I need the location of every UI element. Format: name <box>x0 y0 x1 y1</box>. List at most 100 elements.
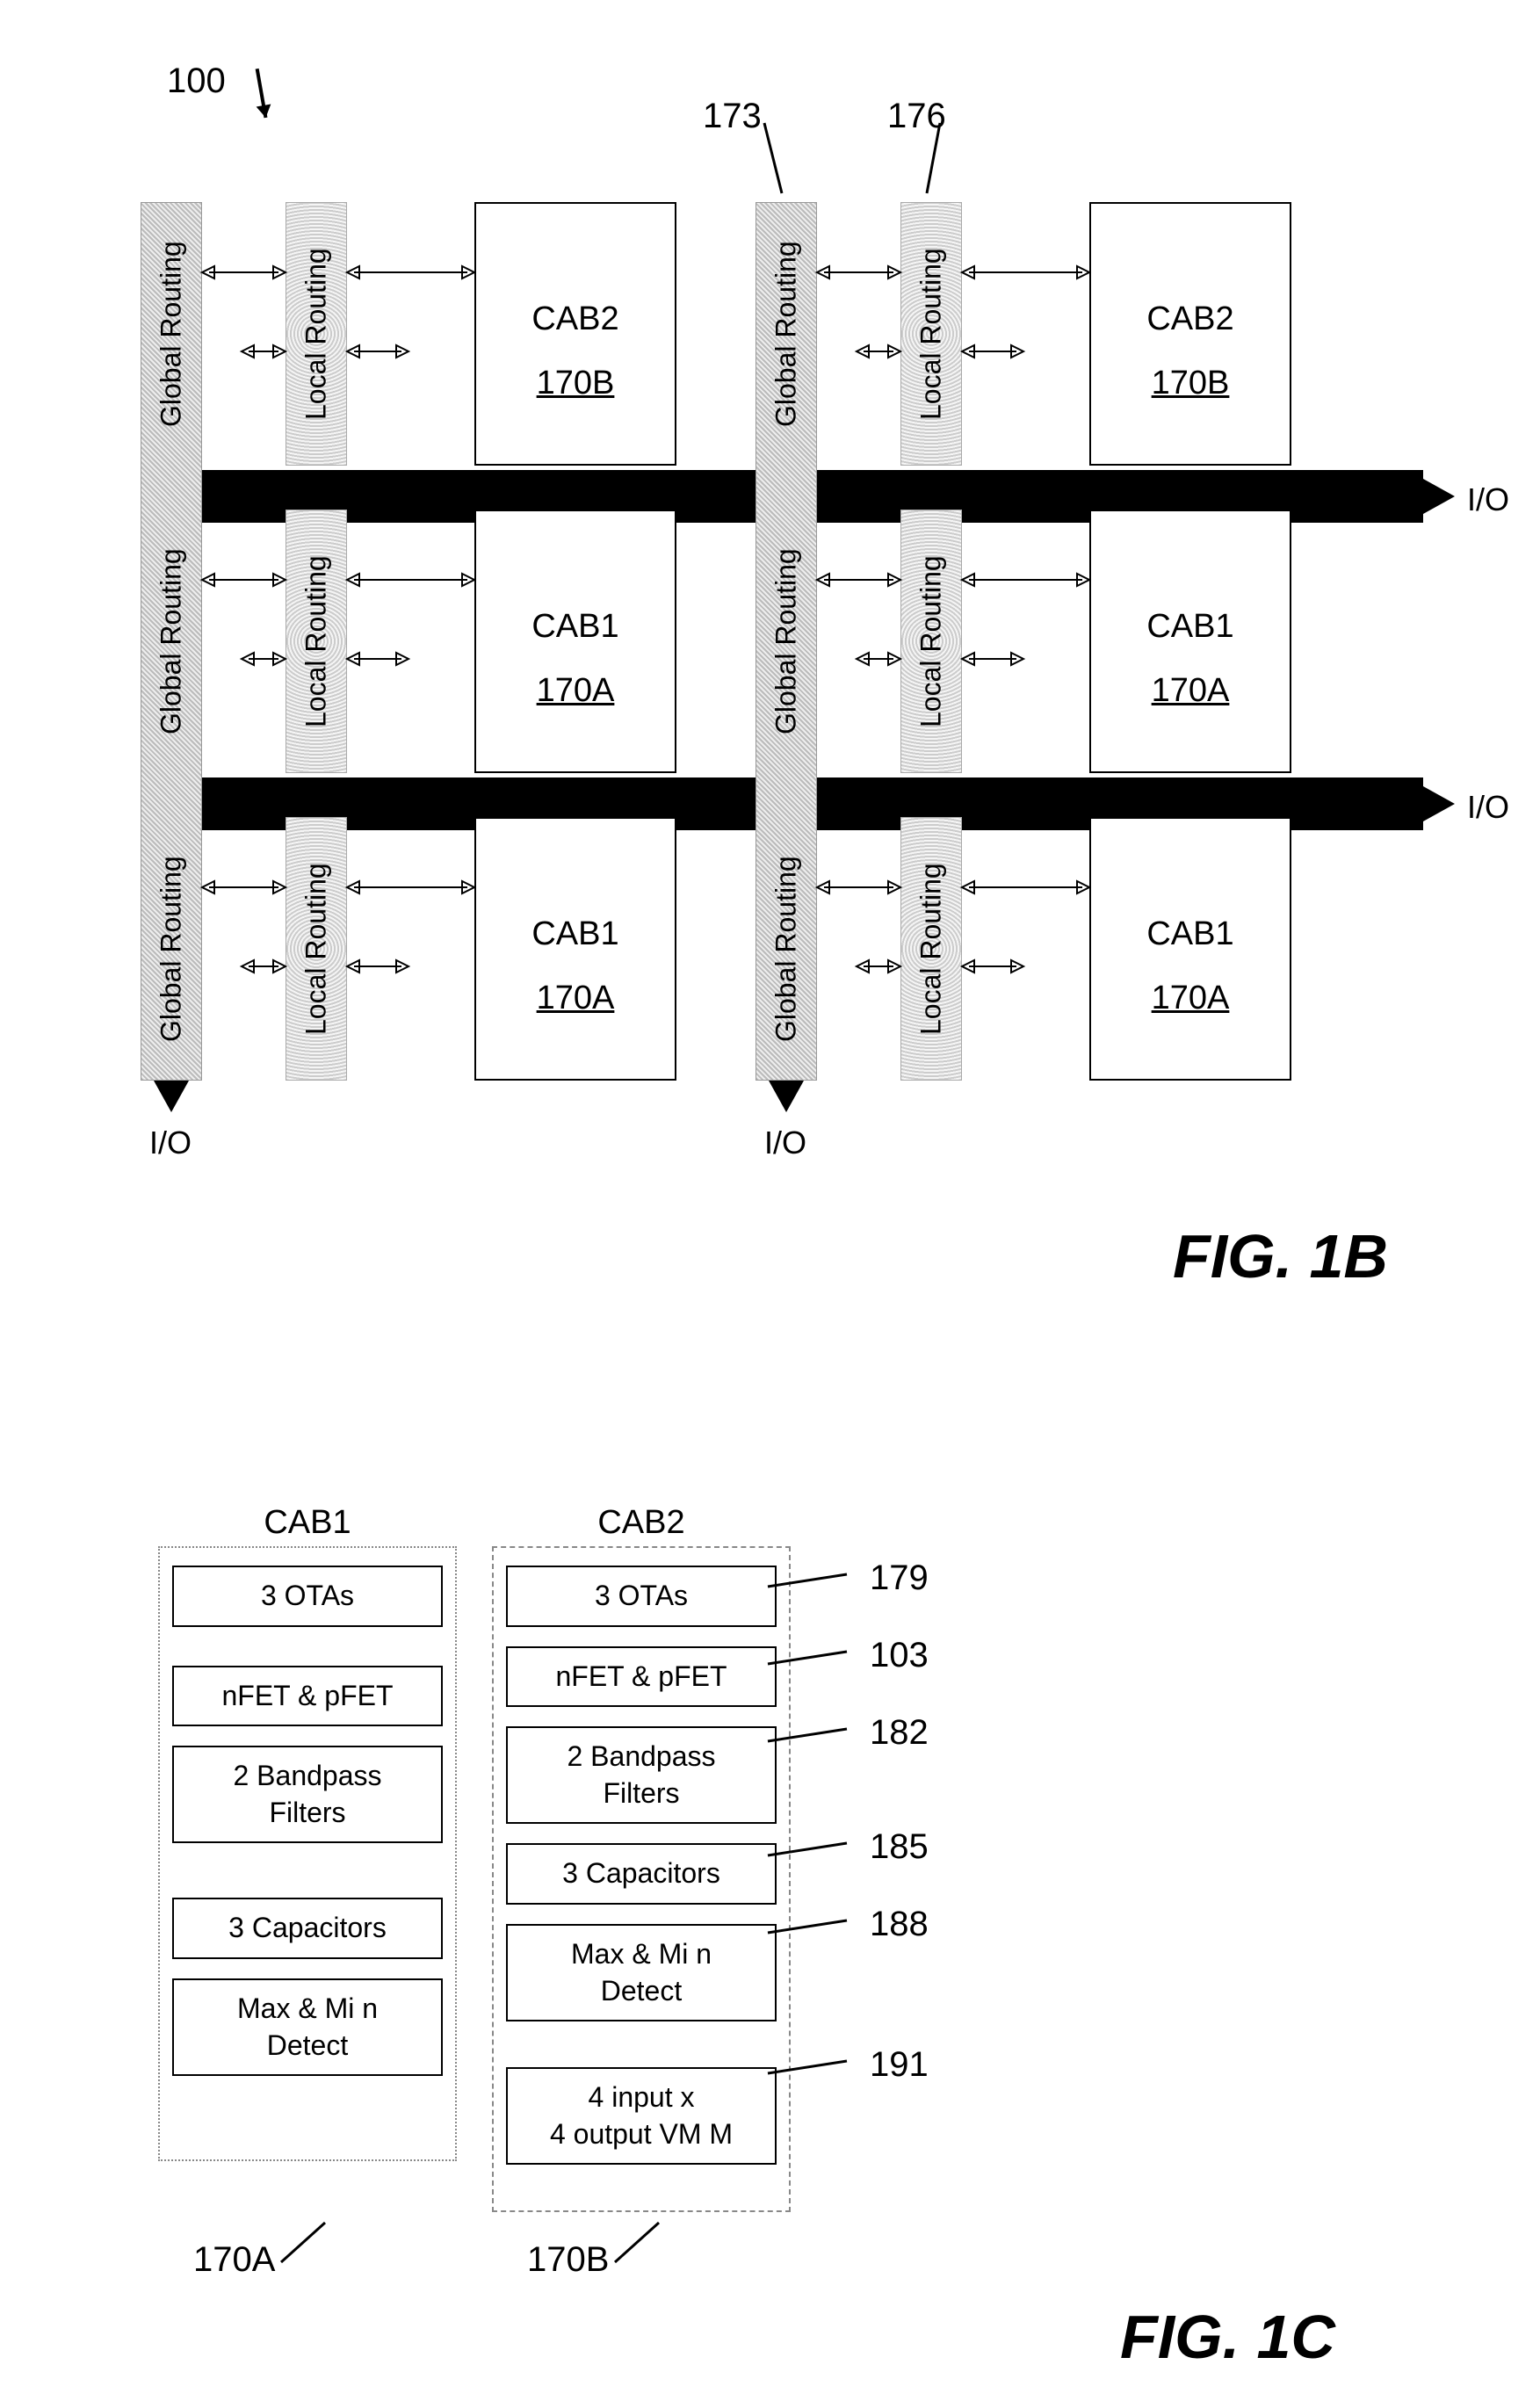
double-arrow-icon <box>202 571 286 589</box>
figure-1b: 100 173 176 I/O I/O <box>141 53 1458 1265</box>
cab-box: CAB1 170A <box>474 817 676 1081</box>
cab-label: CAB2 <box>531 300 618 337</box>
ref-number: 103 <box>870 1636 929 1675</box>
double-arrow-icon <box>817 264 900 281</box>
double-arrow-icon <box>347 650 408 668</box>
io-label-right-2: I/O <box>1467 789 1509 826</box>
ref-100: 100 <box>167 61 226 101</box>
double-arrow-icon <box>857 958 900 975</box>
cab-box: CAB1 170A <box>1089 817 1291 1081</box>
io-label-right-1: I/O <box>1467 481 1509 518</box>
io-down-arrow-1 <box>154 1081 189 1116</box>
cab2-outline: CAB2 3 OTAsnFET & pFET2 BandpassFilters3… <box>492 1546 791 2212</box>
local-routing-column <box>286 817 347 1081</box>
ref-leader <box>768 2057 856 2079</box>
ref-number: 179 <box>870 1558 929 1598</box>
cab-box: CAB1 170A <box>1089 510 1291 773</box>
double-arrow-icon <box>962 650 1023 668</box>
component-box: 3 OTAs <box>506 1566 777 1627</box>
fig1c-title: FIG. 1C <box>1120 2302 1335 2372</box>
ref-100-arrow <box>227 69 300 142</box>
page: 100 173 176 I/O I/O <box>0 0 1540 2401</box>
ref-leader <box>768 1917 856 1938</box>
local-routing-column <box>900 817 962 1081</box>
global-routing-column <box>756 202 817 1081</box>
ref-number: 182 <box>870 1713 929 1753</box>
cab2-ref: 170B <box>527 2240 609 2280</box>
ref-number: 188 <box>870 1905 929 1944</box>
cab-ref: 170B <box>1091 365 1290 402</box>
double-arrow-icon <box>347 571 474 589</box>
component-box: 2 BandpassFilters <box>172 1746 443 1843</box>
cab-box: CAB1 170A <box>474 510 676 773</box>
double-arrow-icon <box>347 958 408 975</box>
cab-label: CAB1 <box>531 608 618 645</box>
double-arrow-icon <box>242 650 286 668</box>
double-arrow-icon <box>857 650 900 668</box>
io-bar-1-arrowhead <box>1423 479 1458 514</box>
component-box: 3 Capacitors <box>172 1898 443 1959</box>
io-down-arrow-2 <box>769 1081 804 1116</box>
fig1b-title: FIG. 1B <box>1173 1221 1388 1291</box>
cab1-title: CAB1 <box>160 1504 455 1542</box>
component-box: 3 OTAs <box>172 1566 443 1627</box>
component-box: 2 BandpassFilters <box>506 1726 777 1824</box>
ref-173: 173 <box>703 97 762 136</box>
local-routing-column <box>900 202 962 466</box>
component-box: nFET & pFET <box>172 1666 443 1727</box>
cab1-outline: CAB1 3 OTAsnFET & pFET2 BandpassFilters3… <box>158 1546 457 2161</box>
cab-label: CAB2 <box>1146 300 1233 337</box>
cab-ref: 170B <box>476 365 675 402</box>
double-arrow-icon <box>962 879 1089 896</box>
leader-176 <box>922 123 975 202</box>
double-arrow-icon <box>817 879 900 896</box>
cab-label: CAB1 <box>531 915 618 952</box>
component-box: nFET & pFET <box>506 1646 777 1708</box>
double-arrow-icon <box>857 343 900 360</box>
ref-leader <box>768 1840 856 1861</box>
ref-number: 191 <box>870 2045 929 2085</box>
cab-label: CAB1 <box>1146 608 1233 645</box>
cab-box: CAB2 170B <box>474 202 676 466</box>
local-routing-column <box>900 510 962 773</box>
io-label-down-2: I/O <box>764 1125 806 1161</box>
cab1-ref: 170A <box>193 2240 275 2280</box>
io-bar-2-arrowhead <box>1423 786 1458 821</box>
figure-1c: CAB1 3 OTAs nFET & pFET 2 BandpassFilters 3… <box>158 1493 1388 2372</box>
cab2-ref-leader <box>615 2223 668 2275</box>
ref-number: 185 <box>870 1827 929 1867</box>
component-box: 3 Capacitors <box>506 1843 777 1905</box>
grid-area: I/O I/O I/O I/O Global RoutingLocal Rout… <box>141 202 1397 1125</box>
ref-leader <box>768 1648 856 1669</box>
double-arrow-icon <box>962 264 1089 281</box>
double-arrow-icon <box>962 958 1023 975</box>
double-arrow-icon <box>347 264 474 281</box>
double-arrow-icon <box>817 571 900 589</box>
cab-ref: 170A <box>1091 672 1290 710</box>
cab2-title: CAB2 <box>494 1504 789 1542</box>
cab-ref: 170A <box>476 672 675 710</box>
global-routing-column <box>141 202 202 1081</box>
ref-leader <box>768 1725 856 1747</box>
double-arrow-icon <box>347 879 474 896</box>
component-box: Max & Mi nDetect <box>172 1978 443 2076</box>
double-arrow-icon <box>202 264 286 281</box>
cab-ref: 170A <box>476 980 675 1017</box>
io-label-down-1: I/O <box>149 1125 192 1161</box>
double-arrow-icon <box>242 958 286 975</box>
cab-label: CAB1 <box>1146 915 1233 952</box>
double-arrow-icon <box>962 571 1089 589</box>
double-arrow-icon <box>202 879 286 896</box>
component-box: 4 input x4 output VM M <box>506 2067 777 2165</box>
double-arrow-icon <box>962 343 1023 360</box>
cab-ref: 170A <box>1091 980 1290 1017</box>
local-routing-column <box>286 510 347 773</box>
double-arrow-icon <box>242 343 286 360</box>
component-box: Max & Mi nDetect <box>506 1924 777 2021</box>
local-routing-column <box>286 202 347 466</box>
cab1-ref-leader <box>281 2223 334 2275</box>
cab-box: CAB2 170B <box>1089 202 1291 466</box>
ref-leader <box>768 1571 856 1592</box>
leader-173 <box>756 123 808 202</box>
double-arrow-icon <box>347 343 408 360</box>
